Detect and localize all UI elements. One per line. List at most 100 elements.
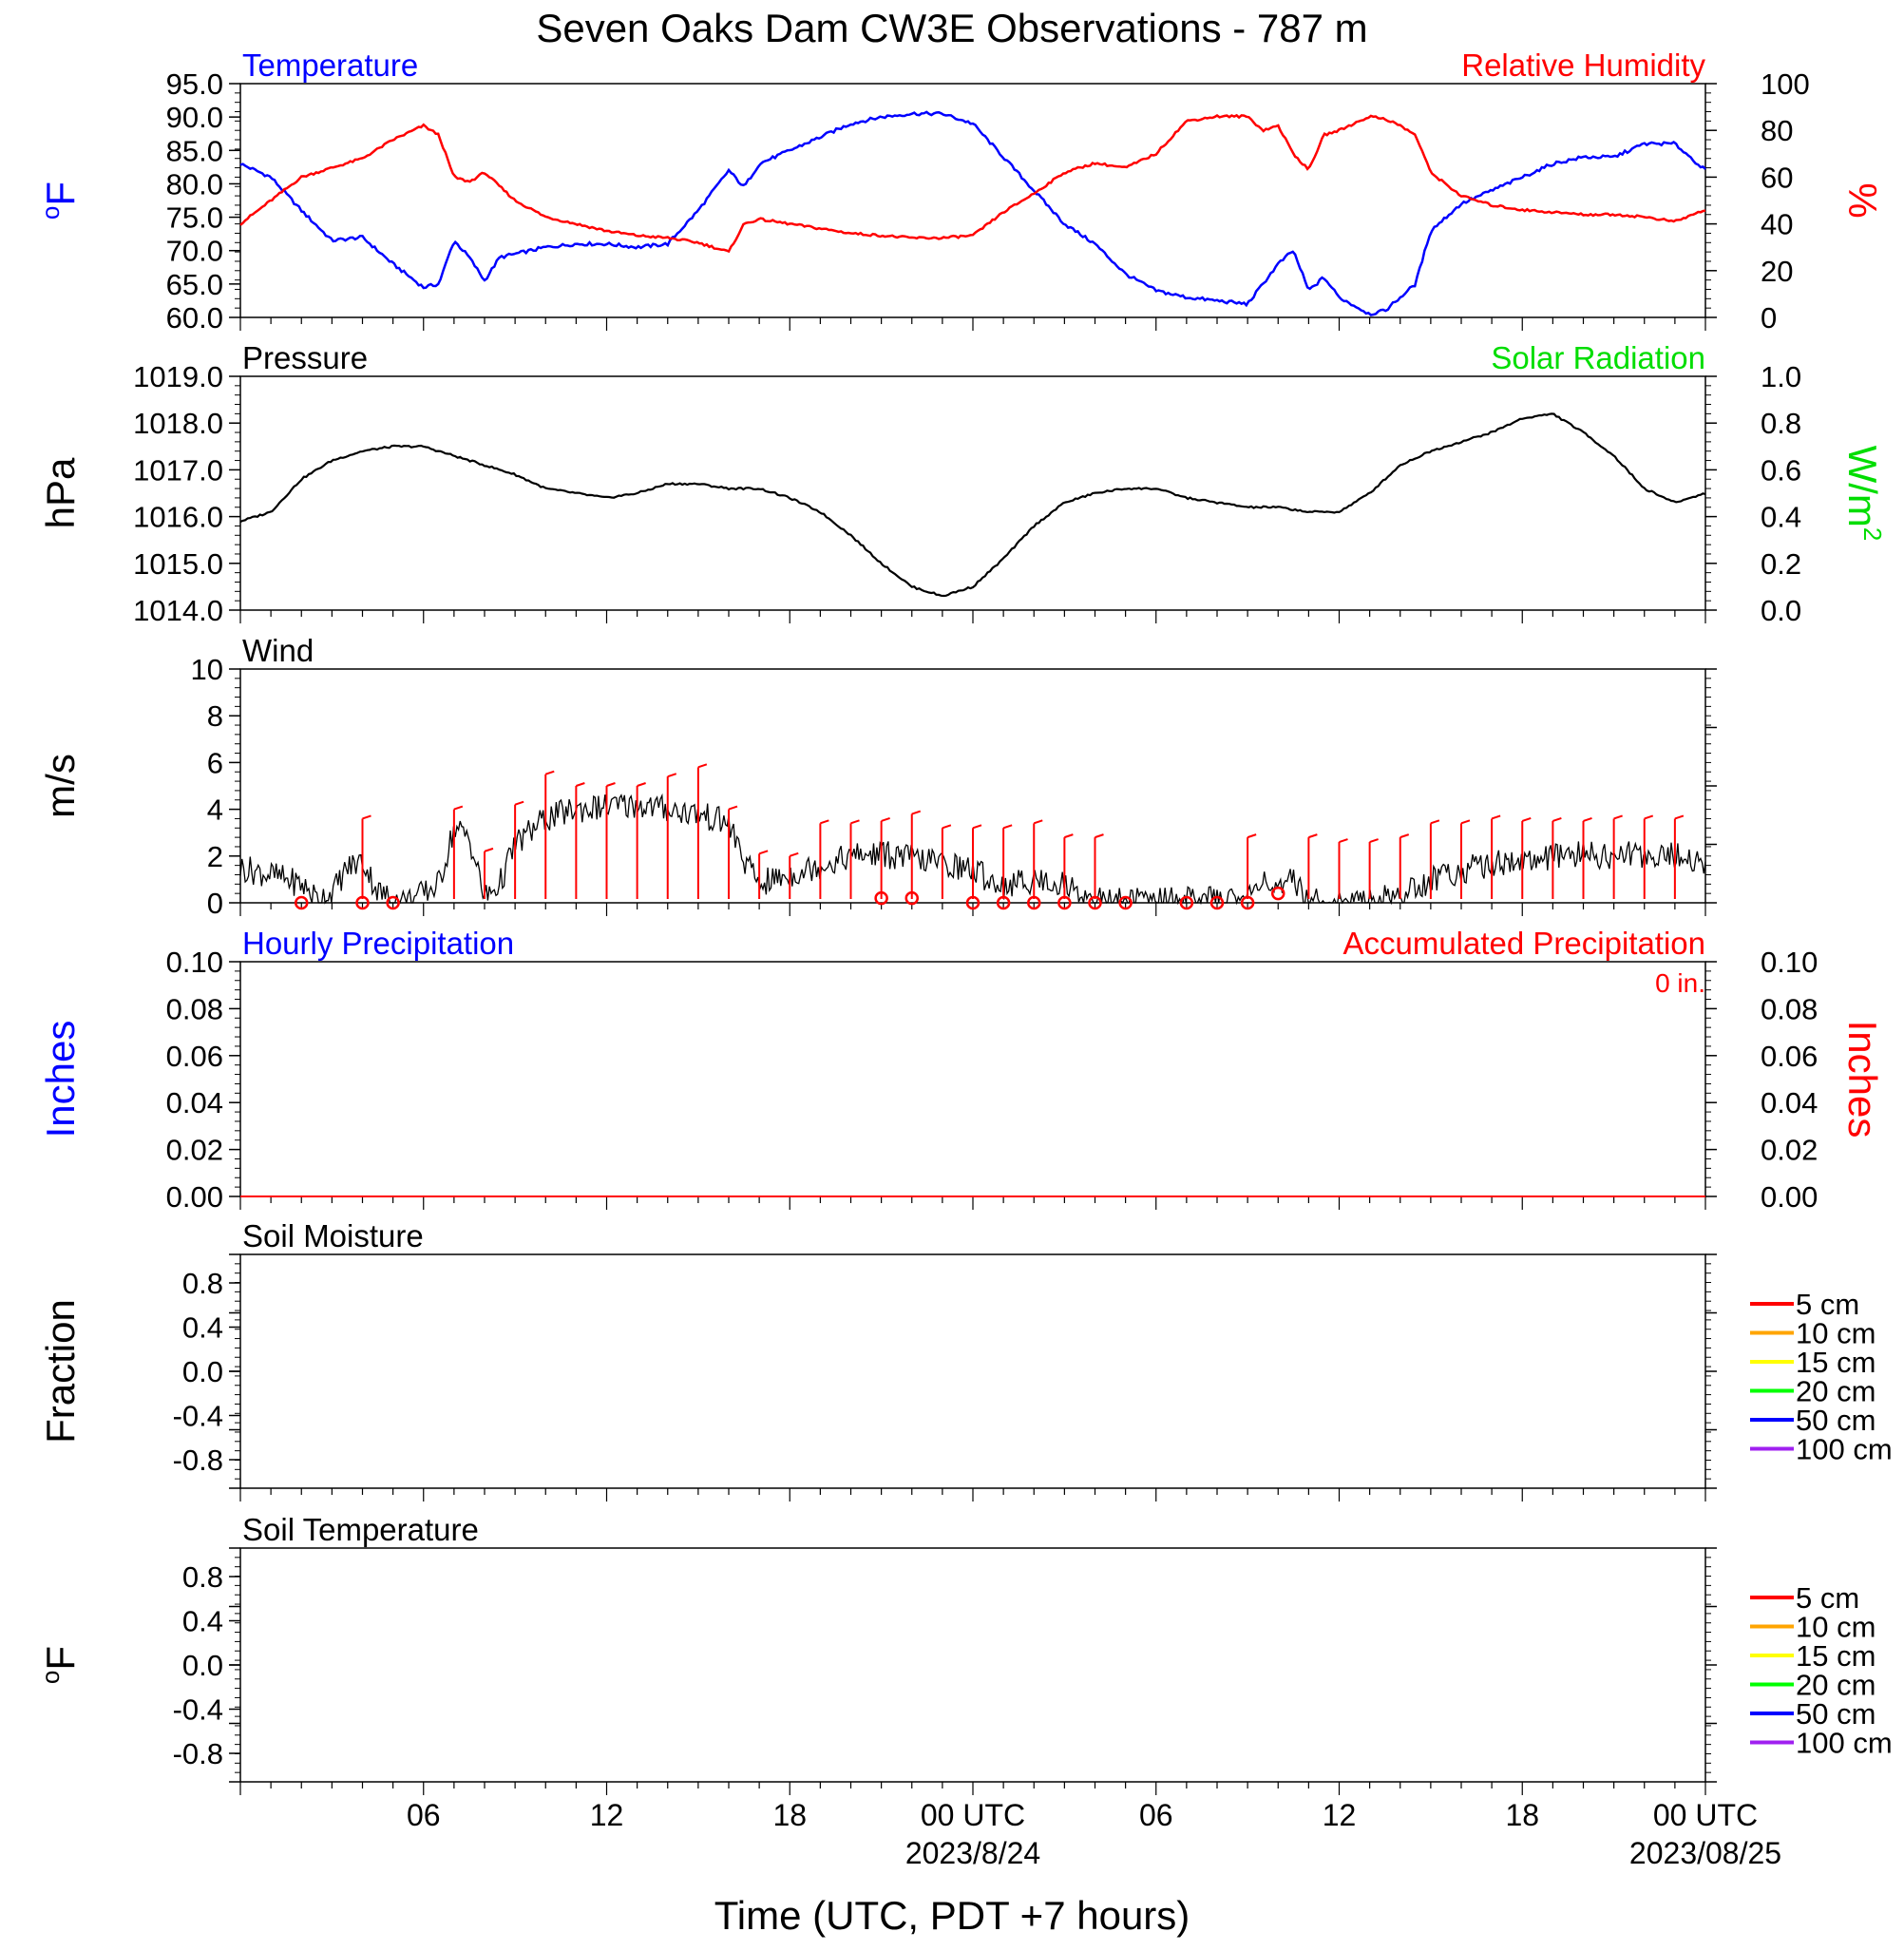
wind-barb bbox=[819, 819, 829, 899]
precip-right-unit: Inches bbox=[1840, 1021, 1885, 1138]
soil_temp-left-tick-label: -0.8 bbox=[173, 1737, 223, 1770]
wind-left-tick-label: 10 bbox=[191, 653, 223, 686]
calm-wind-marker bbox=[1209, 895, 1225, 910]
wind-barb-flag bbox=[544, 770, 555, 775]
pressure-right-tick-label: 0.0 bbox=[1761, 594, 1801, 627]
wind-barb bbox=[972, 824, 982, 899]
temp-left-tick-label: 60.0 bbox=[166, 301, 223, 335]
wind-barb-flag bbox=[820, 819, 829, 825]
temp-left-tick-label: 90.0 bbox=[166, 101, 223, 134]
precip-left-tick-label: 0.04 bbox=[166, 1086, 223, 1119]
wind-barb bbox=[696, 763, 708, 899]
pressure-right-tick-label: 0.8 bbox=[1761, 407, 1801, 440]
calm-wind-marker bbox=[1271, 886, 1285, 901]
relative-humidity-line bbox=[239, 113, 1706, 254]
soil_moisture-left-tick-label: 0.8 bbox=[182, 1267, 223, 1300]
temp-right-unit-text: % bbox=[1840, 182, 1885, 218]
pressure-right-title: Solar Radiation bbox=[1491, 340, 1705, 375]
x-tick-date: 2023/08/25 bbox=[1629, 1836, 1781, 1870]
wind-barb-flag bbox=[1002, 824, 1013, 830]
soil_moisture-left-tick-label: -0.4 bbox=[173, 1400, 223, 1433]
wind-barb bbox=[728, 805, 738, 899]
temp-left-title: Temperature bbox=[242, 48, 418, 83]
wind-barb-flag bbox=[1583, 816, 1592, 822]
soil_moisture-left-tick-label: 0.4 bbox=[182, 1311, 223, 1345]
calm-wind-marker bbox=[1088, 895, 1102, 910]
calm-wind-marker bbox=[996, 895, 1011, 910]
wind-barb bbox=[849, 819, 860, 899]
wind-barb-flag bbox=[484, 847, 494, 852]
soil_temp-panel-frame bbox=[239, 1547, 1706, 1783]
wind-barb bbox=[1643, 814, 1654, 899]
soil-legend-label: 100 cm bbox=[1796, 1433, 1893, 1466]
wind-barb bbox=[1307, 833, 1318, 899]
wind-barb-flag bbox=[1339, 838, 1348, 843]
temp-right-tick-label: 0 bbox=[1761, 301, 1777, 335]
pressure-left-title: Pressure bbox=[242, 340, 368, 375]
x-tick-label: 00 UTC bbox=[921, 1798, 1025, 1832]
wind-barb-flag bbox=[1674, 814, 1685, 820]
soil_moisture-left-title: Soil Moisture bbox=[242, 1218, 424, 1253]
wind-barb-flag bbox=[514, 800, 524, 806]
wind-barb-flag bbox=[1644, 814, 1654, 820]
soil-legend-label: 10 cm bbox=[1796, 1317, 1875, 1350]
x-tick-label: 12 bbox=[590, 1798, 624, 1832]
wind-barb-flag bbox=[1247, 833, 1257, 839]
wind-barb-flag bbox=[1399, 833, 1410, 839]
wind-barb-flag bbox=[1033, 819, 1043, 825]
temp-left-unit: oF bbox=[36, 182, 83, 220]
temp-right-tick-label: 40 bbox=[1761, 208, 1793, 241]
wind-barb-flag bbox=[1460, 819, 1471, 825]
soil_temp-left-tick-label: 0.8 bbox=[182, 1560, 223, 1594]
wind-barb bbox=[1491, 814, 1501, 899]
wind-barb bbox=[1033, 819, 1043, 899]
soil_temp-left-tick-label: 0.4 bbox=[182, 1605, 223, 1638]
wind-barb-flag bbox=[881, 816, 890, 822]
calm-wind-marker bbox=[355, 895, 370, 910]
temp-left-tick-label: 95.0 bbox=[166, 67, 223, 101]
wind-barb-flag bbox=[667, 773, 677, 778]
precip-left-tick-label: 0.02 bbox=[166, 1134, 223, 1167]
wind-barb bbox=[910, 810, 922, 899]
soil_moisture-left-tick-label: 0.0 bbox=[182, 1355, 223, 1388]
pressure-right-unit-sup: 2 bbox=[1858, 527, 1887, 541]
wind-barb-flag bbox=[1369, 838, 1379, 843]
pressure-right-unit: W/m2 bbox=[1840, 446, 1887, 542]
temp-panel-frame bbox=[239, 83, 1706, 318]
wind-barb-flag bbox=[850, 819, 860, 825]
temp-right-tick-label: 80 bbox=[1761, 114, 1793, 147]
pressure-line bbox=[239, 412, 1706, 598]
calm-wind-marker bbox=[1057, 895, 1072, 910]
wind-barb-flag bbox=[576, 782, 585, 787]
wind-barb-flag bbox=[1095, 833, 1104, 839]
pressure-left-tick-label: 1018.0 bbox=[133, 407, 223, 440]
calm-wind-marker bbox=[295, 895, 309, 910]
wind-left-unit: m/s bbox=[38, 754, 83, 818]
precip-right-tick-label: 0.10 bbox=[1761, 946, 1818, 979]
pressure-left-tick-label: 1019.0 bbox=[133, 360, 223, 393]
wind-barb bbox=[1460, 819, 1471, 899]
wind-barb bbox=[1612, 814, 1623, 899]
pressure-right-unit-text: W/m bbox=[1840, 446, 1885, 527]
precip-right-title: Accumulated Precipitation bbox=[1342, 926, 1705, 961]
pressure-right-tick-label: 0.6 bbox=[1761, 453, 1801, 487]
wind-barb bbox=[666, 773, 677, 899]
soil-legend-label: 100 cm bbox=[1796, 1727, 1893, 1760]
pressure-left-unit: hPa bbox=[38, 457, 83, 528]
x-tick-label: 12 bbox=[1323, 1798, 1357, 1832]
precip-right-tick-label: 0.02 bbox=[1761, 1134, 1818, 1167]
x-tick-date: 2023/8/24 bbox=[905, 1836, 1040, 1870]
temp-left-tick-label: 65.0 bbox=[166, 268, 223, 301]
calm-wind-marker bbox=[1027, 895, 1041, 910]
wind-barb bbox=[484, 847, 494, 899]
temp-right-unit: % bbox=[1840, 182, 1885, 218]
wind-barb bbox=[1338, 838, 1348, 899]
x-tick-label: 18 bbox=[1505, 1798, 1539, 1832]
calm-wind-marker bbox=[904, 890, 919, 906]
calm-wind-marker bbox=[1179, 895, 1194, 910]
wind-barb bbox=[1368, 838, 1379, 899]
precip-right-tick-label: 0.04 bbox=[1761, 1086, 1818, 1119]
calm-wind-marker bbox=[965, 895, 981, 910]
precip-right-unit-text: Inches bbox=[1840, 1021, 1885, 1138]
wind-barb-flag bbox=[1491, 814, 1501, 820]
